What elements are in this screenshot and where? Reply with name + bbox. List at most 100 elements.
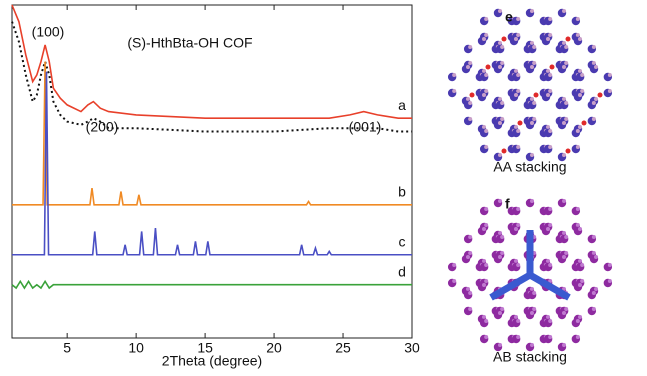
atom [468,251,472,255]
atom [592,307,596,311]
atom [530,121,534,125]
atom [500,117,504,121]
x-tick-label: 20 [266,340,282,356]
peak-annotation: (200) [86,119,119,135]
atom [562,9,566,13]
atom [582,121,587,126]
atom [546,37,550,41]
atom [562,231,566,235]
atom [452,263,456,267]
atom [562,255,566,259]
atom [498,9,502,13]
atom [516,17,520,21]
atom [514,93,518,97]
atom [516,207,520,211]
atom [498,41,502,45]
atom [484,33,488,37]
atom [516,73,520,77]
atom [498,65,502,69]
atom [592,117,596,121]
series-line [12,281,412,288]
atom [466,65,470,69]
atom [546,69,550,73]
atom [592,251,596,255]
atom [516,129,520,133]
atom [562,41,566,45]
atom [514,259,518,263]
atom [564,101,568,105]
atom [546,125,550,129]
atom [532,307,536,311]
atom [580,73,584,77]
series-label: b [398,184,406,200]
atom [498,255,502,259]
x-tick-label: 5 [63,340,71,356]
atom [546,93,550,97]
atom [532,291,536,295]
atom [468,45,472,49]
atom [484,89,488,93]
atom [548,335,552,339]
atom [548,223,552,227]
atom [578,227,582,231]
series-label: d [398,263,406,279]
atom [578,69,582,73]
atom [484,129,488,133]
atom [594,255,598,259]
atom [482,125,486,129]
atom [532,61,536,65]
atom [530,287,534,291]
atom [484,145,488,149]
atom [576,319,580,323]
atom [576,33,580,37]
atom [562,153,566,157]
atom [562,311,566,315]
atom [580,279,584,283]
atom [516,89,520,93]
atom [580,89,584,93]
series-line [12,72,412,255]
atom [468,101,472,105]
atom [576,335,580,339]
atom [484,279,488,283]
atom [592,45,596,49]
atom [482,93,486,97]
atom [564,45,568,49]
atom [452,73,456,77]
atom [482,315,486,319]
atom [498,121,502,125]
atom [484,73,488,77]
atom [548,73,552,77]
atom [468,291,472,295]
atom [562,65,566,69]
atom [468,117,472,121]
atom [532,101,536,105]
atom [516,263,520,267]
atom [530,311,534,315]
atom [562,121,566,125]
atom [578,259,582,263]
atom [484,319,488,323]
chart-title: (S)-HthBta-OH COF [127,35,252,51]
atom [548,17,552,21]
atom [546,315,550,319]
atom [498,311,502,315]
atom [484,335,488,339]
atom [484,207,488,211]
atom [468,307,472,311]
atom [498,231,502,235]
framework-image [448,199,612,351]
x-tick-label: 30 [404,340,420,356]
atom [562,97,566,101]
atom [608,89,612,93]
series-label: c [399,233,406,249]
atom [548,319,552,323]
atom [500,235,504,239]
peak-annotation: (100) [32,24,65,40]
atom [452,279,456,283]
atom [562,343,566,347]
atom [482,69,486,73]
atom [500,101,504,105]
atom [466,255,470,259]
atom [548,129,552,133]
